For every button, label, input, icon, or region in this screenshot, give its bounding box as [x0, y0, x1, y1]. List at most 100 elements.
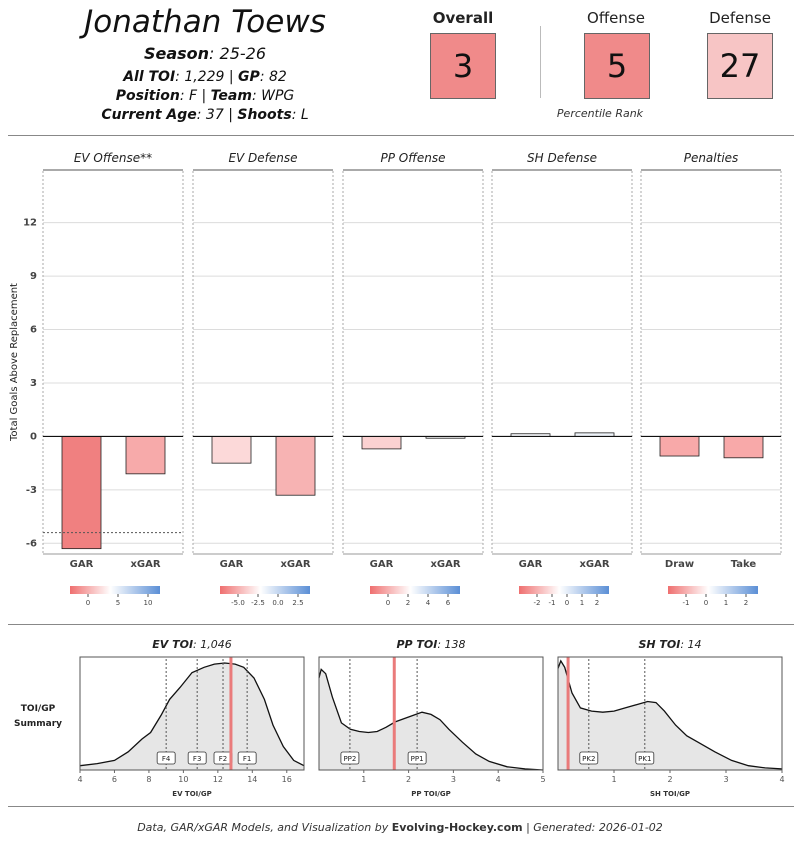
legend-tick-label: -2.5	[251, 599, 265, 607]
line-marker-label: F3	[193, 755, 201, 763]
footer-prefix: Data, GAR/xGAR Models, and Visualization…	[137, 821, 392, 834]
x-tick-label: 2	[667, 775, 672, 784]
line-marker-box	[579, 751, 599, 765]
x-tick-label: 2	[406, 775, 411, 784]
legend-tick-label: 0	[86, 599, 90, 607]
line-marker-box	[237, 751, 257, 765]
team-value: WPG	[261, 88, 295, 104]
panel-title: SH Defense	[527, 151, 597, 165]
toi-title-label: SH TOI	[638, 638, 680, 651]
y-tick-label: 9	[30, 271, 37, 282]
legend-tick-label: 0	[565, 599, 569, 607]
legend-tick-label: 4	[426, 599, 431, 607]
line-marker-label: PK2	[582, 755, 595, 763]
percentile-rank-caption: Percentile Rank	[556, 107, 644, 120]
toi-title-value: : 138	[437, 638, 465, 651]
x-tick-label: 3	[723, 775, 728, 784]
x-tick-label: 4	[77, 775, 82, 784]
y-tick-label: -3	[26, 485, 37, 496]
age-value: 37	[205, 107, 224, 123]
density-line	[557, 659, 783, 770]
offense-rank-box: 5	[584, 33, 650, 99]
bar-xgar	[275, 436, 316, 496]
legend-tick-label: -1	[549, 599, 556, 607]
toi-title: SH TOI: 14	[638, 638, 701, 651]
y-tick-label: 6	[30, 325, 37, 336]
x-tick-label: GAR	[70, 559, 94, 570]
x-tick-label: 8	[146, 775, 151, 784]
footer-brand: Evolving-Hockey.com	[391, 821, 523, 834]
toi-title: PP TOI: 138	[396, 638, 465, 651]
age-label: Current Age	[101, 107, 197, 123]
x-tick-label: GAR	[519, 559, 543, 570]
bar-xgar	[125, 436, 166, 475]
legend-tick-label: 1	[724, 599, 728, 607]
line-marker-box	[635, 751, 655, 765]
x-tick-label: xGAR	[280, 559, 310, 570]
line-marker-box	[407, 751, 427, 765]
season-value: 25-26	[219, 44, 267, 63]
y-axis-label: Total Goals Above Replacement	[9, 283, 20, 442]
x-tick-label: xGAR	[430, 559, 460, 570]
offense-label: Offense	[587, 9, 645, 27]
line-marker-label: PK1	[638, 755, 651, 763]
position-line: Position: F | Team: WPG	[115, 88, 295, 104]
x-tick-label: Draw	[665, 559, 694, 570]
gp-value: 82	[268, 69, 287, 85]
toi-line: All TOI: 1,229 | GP: 82	[123, 69, 287, 85]
density-area	[319, 669, 543, 770]
x-tick-label: 4	[779, 775, 784, 784]
legend-tick-label: -2	[534, 599, 541, 607]
legend-tick-label: 2.5	[292, 599, 303, 607]
footer-suffix: | Generated: 2026-01-02	[522, 821, 663, 834]
x-tick-label: 5	[540, 775, 545, 784]
x-axis-label: PP TOI/GP	[411, 790, 450, 798]
x-tick-label: xGAR	[130, 559, 160, 570]
line-marker-box	[340, 751, 360, 765]
toi-panel-frame	[318, 656, 544, 771]
season-label: Season	[143, 44, 210, 63]
legend-tick-label: 0.0	[272, 599, 283, 607]
bar-draw	[659, 436, 700, 457]
toi-title-value: : 14	[680, 638, 701, 651]
x-tick-label: GAR	[220, 559, 244, 570]
x-tick-label: xGAR	[579, 559, 609, 570]
toi-value: 1,229	[184, 69, 225, 85]
bar-take	[723, 436, 764, 459]
position-label: Position	[115, 88, 180, 104]
toi-summary-label-line2: Summary	[13, 719, 63, 729]
color-scale-bar	[519, 586, 609, 594]
bar-gar	[361, 436, 402, 450]
color-scale-bar	[668, 586, 758, 594]
player-name: Jonathan Toews	[84, 4, 326, 40]
legend-tick-label: 5	[116, 599, 120, 607]
toi-divider	[8, 806, 794, 807]
position-value: F	[188, 88, 198, 104]
panel-title: PP Offense	[380, 151, 445, 165]
y-tick-label: 0	[30, 431, 37, 442]
density-line	[79, 662, 305, 767]
panel-title: Penalties	[684, 151, 739, 165]
x-tick-label: Take	[731, 559, 757, 570]
x-axis-label: SH TOI/GP	[650, 790, 690, 798]
line-marker-box	[156, 751, 176, 765]
panel-title: EV Offense**	[74, 151, 152, 165]
legend-tick-label: -1	[683, 599, 690, 607]
legend-tick-label: 2	[406, 599, 410, 607]
x-tick-label: GAR	[370, 559, 394, 570]
header-divider	[8, 135, 794, 136]
toi-title: EV TOI: 1,046	[152, 638, 232, 651]
x-tick-label: 12	[213, 775, 223, 784]
density-area	[80, 663, 304, 770]
density-line	[318, 668, 544, 771]
toi-summary-label-line1: TOI/GP	[20, 704, 56, 714]
legend-tick-label: 2	[595, 599, 599, 607]
legend-tick-label: 1	[580, 599, 584, 607]
line-marker-label: F2	[219, 755, 227, 763]
legend-tick-label: 2	[744, 599, 748, 607]
x-tick-label: 1	[361, 775, 366, 784]
defense-label: Defense	[709, 9, 771, 27]
toi-title-value: : 1,046	[193, 638, 232, 651]
color-scale-bar	[220, 586, 310, 594]
